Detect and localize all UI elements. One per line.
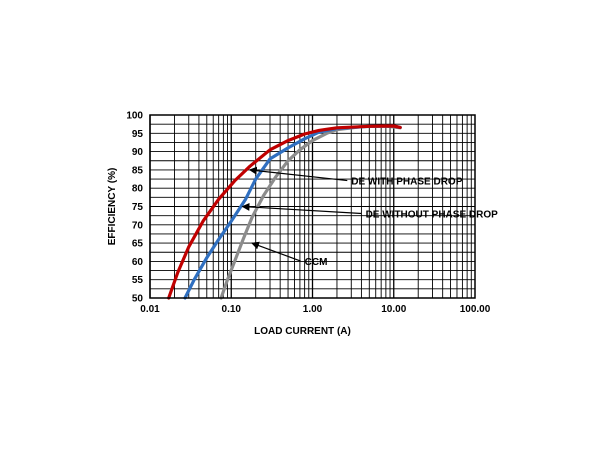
y-tick-label: 90 (132, 147, 144, 158)
x-tick-label: 10.00 (381, 304, 406, 315)
annotations: DE WITH PHASE DROP DE WITHOUT PHASE DROP C… (241, 166, 499, 268)
y-tick-label: 55 (132, 275, 144, 286)
y-tick-label: 100 (126, 111, 143, 122)
tick-labels: 0.01 0.10 1.00 10.00 100.00 50 55 60 65 70 75 80 85 9… (126, 111, 490, 316)
plot-frame (149, 114, 476, 299)
annotation-label: DE WITH PHASE DROP (351, 177, 462, 188)
x-axis-label: LOAD CURRENT (A) (254, 326, 351, 337)
annotation-arrow (248, 166, 348, 182)
annotation-label: DE WITHOUT PHASE DROP (366, 209, 499, 220)
y-tick-label: 60 (132, 257, 144, 268)
y-tick-label: 50 (132, 294, 144, 305)
annotation-arrow (241, 202, 362, 215)
y-tick-label: 75 (132, 202, 144, 213)
series-lines (167, 124, 402, 300)
series-de-with-phase-drop (167, 124, 402, 300)
y-axis-label: EFFICIENCY (%) (107, 168, 118, 246)
y-tick-label: 70 (132, 220, 144, 231)
y-tick-label: 85 (132, 165, 144, 176)
y-tick-label: 65 (132, 239, 144, 250)
x-tick-label: 0.01 (140, 304, 160, 315)
y-tick-label: 80 (132, 184, 144, 195)
annotation-label: CCM (305, 257, 328, 268)
x-tick-label: 0.10 (222, 304, 242, 315)
x-tick-label: 100.00 (460, 304, 491, 315)
y-tick-label: 95 (132, 129, 144, 140)
grid (149, 114, 475, 299)
x-tick-label: 1.00 (303, 304, 323, 315)
annotation-arrow (251, 241, 301, 262)
